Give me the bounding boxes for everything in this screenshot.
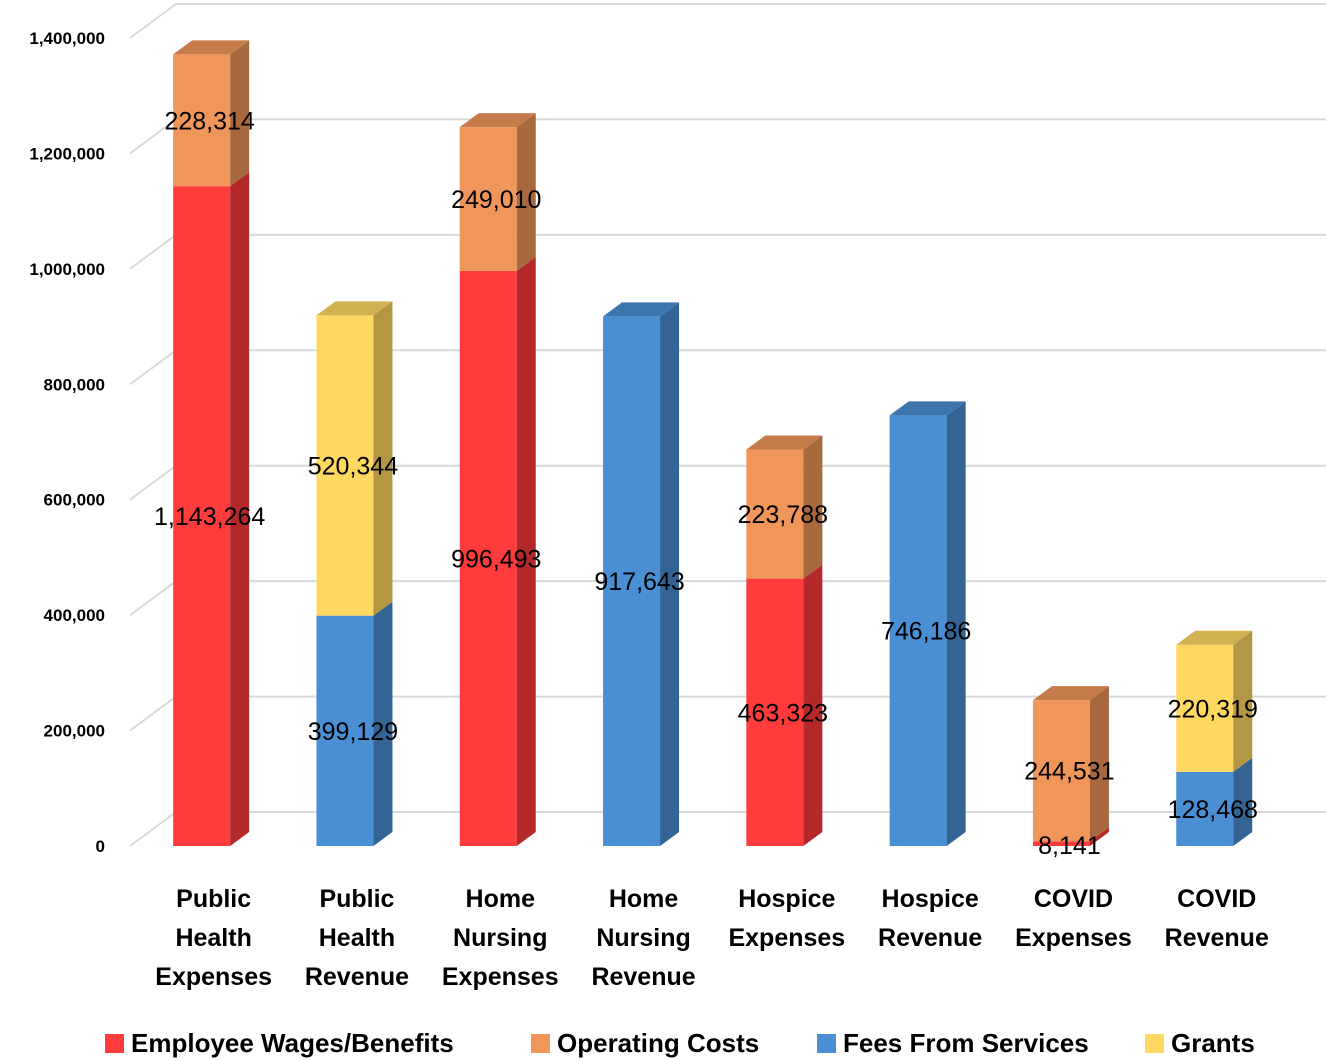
gridline (129, 811, 1326, 847)
legend-item: Grants (1145, 1028, 1255, 1058)
data-labels: 1,143,264 228,314 399,129 520,344 996,493 249… (154, 107, 1258, 860)
bar-segment (459, 113, 536, 271)
legend: Employee Wages/Benefits Operating Costs Fe… (105, 1028, 1255, 1058)
data-label: 8,141 (1038, 832, 1101, 860)
data-label: 128,468 (1168, 796, 1258, 824)
y-tick-label: 0 (96, 837, 105, 856)
data-label: 223,788 (738, 501, 828, 529)
bar-segment (1032, 827, 1109, 846)
legend-label: Operating Costs (557, 1028, 759, 1058)
y-tick-label: 600,000 (44, 491, 105, 510)
bar-segment (1176, 757, 1253, 846)
legend-swatch (105, 1034, 124, 1053)
bar-segment (316, 601, 393, 846)
y-tick-label: 200,000 (44, 722, 105, 741)
y-tick-label: 1,200,000 (29, 144, 105, 163)
x-category-label: Hospice Revenue (878, 885, 982, 952)
x-category-label: Public Health Revenue (305, 885, 409, 991)
gridline (129, 233, 1326, 270)
data-label: 244,531 (1024, 758, 1114, 786)
y-tick-label: 400,000 (44, 606, 105, 625)
data-label: 399,129 (308, 718, 398, 746)
data-label: 249,010 (451, 186, 541, 214)
data-label: 228,314 (164, 107, 254, 135)
bar-segment (1176, 630, 1253, 772)
x-category-label: Home Nursing Revenue (591, 885, 695, 991)
legend-swatch (531, 1034, 550, 1053)
legend-item: Operating Costs (531, 1028, 759, 1058)
x-category-label: COVID Revenue (1165, 885, 1269, 952)
legend-label: Fees From Services (843, 1028, 1089, 1058)
bar-segment (746, 435, 823, 579)
gridline (129, 349, 1326, 386)
y-tick-label: 1,000,000 (29, 260, 105, 279)
x-category-label: Public Health Expenses (155, 885, 272, 991)
x-category-label: Hospice Expenses (728, 885, 845, 952)
bar-segment (173, 40, 250, 187)
bar-segment (1032, 686, 1109, 842)
gridline (129, 3, 1326, 39)
legend-swatch (817, 1034, 836, 1053)
bar-segment (889, 401, 966, 846)
gridline (129, 118, 1326, 155)
bars (173, 40, 1253, 847)
bar-segment (746, 564, 823, 846)
x-category-label: COVID Expenses (1015, 885, 1132, 952)
data-label: 220,319 (1168, 695, 1258, 723)
gridline (129, 580, 1326, 616)
bar-segment (603, 302, 680, 846)
data-label: 520,344 (308, 452, 398, 480)
legend-item: Employee Wages/Benefits (105, 1028, 454, 1058)
data-label: 463,323 (738, 699, 828, 727)
bar-segment (173, 172, 250, 847)
y-axis: 0 200,000 400,000 600,000 800,000 1,000,000 1,… (29, 29, 105, 856)
legend-item: Fees From Services (817, 1028, 1089, 1058)
bar-segment (459, 256, 536, 846)
data-label: 746,186 (881, 618, 971, 646)
y-tick-label: 800,000 (44, 375, 105, 394)
y-tick-label: 1,400,000 (29, 29, 105, 48)
x-category-label: Home Nursing Expenses (442, 885, 559, 991)
legend-swatch (1145, 1034, 1164, 1053)
legend-label: Employee Wages/Benefits (131, 1028, 454, 1058)
data-label: 917,643 (594, 568, 684, 596)
legend-label: Grants (1171, 1028, 1255, 1058)
x-axis: Public Health Expenses Public Health Revenue H… (155, 885, 1269, 991)
data-label: 996,493 (451, 545, 541, 573)
bar-segment (316, 301, 393, 616)
data-label: 1,143,264 (154, 503, 265, 531)
